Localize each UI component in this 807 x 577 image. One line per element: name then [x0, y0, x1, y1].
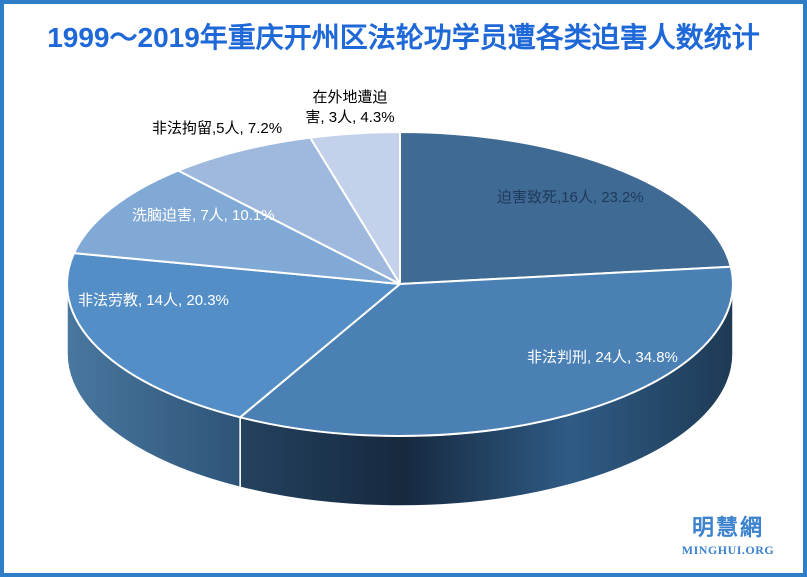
pie-slice-3 [73, 169, 401, 285]
minghui-logo-url: MINGHUI.ORG [681, 543, 775, 557]
pie-slice-2 [66, 252, 401, 419]
pie-label-persecuted-to-death: 迫害致死,16人, 23.2% [497, 189, 644, 206]
pie-slice-5 [309, 130, 401, 285]
pie-slice-4 [177, 136, 401, 285]
pie-label-illegally-sentenced: 非法判刑, 24人, 34.8% [527, 349, 678, 366]
pie-label-persecuted-elsewhere: 在外地遭迫害, 3人, 4.3% [305, 89, 395, 126]
pie-slice-1 [239, 265, 734, 437]
pie-label-labor-camp: 非法劳教, 14人, 20.3% [78, 292, 229, 309]
pie-label-brainwashing: 洗脑迫害, 7人, 10.1% [132, 207, 275, 224]
minghui-logo-chinese: 明慧網 [691, 515, 764, 540]
minghui-watermark: 明慧網 MINGHUI.ORG [676, 510, 780, 558]
chart-title: 1999～2019年重庆开州区法轮功学员遭各类迫害人数统计 [47, 22, 760, 53]
pie-slice-0 [399, 131, 732, 285]
pie-label-illegal-detention: 非法拘留,5人, 7.2% [152, 120, 283, 137]
